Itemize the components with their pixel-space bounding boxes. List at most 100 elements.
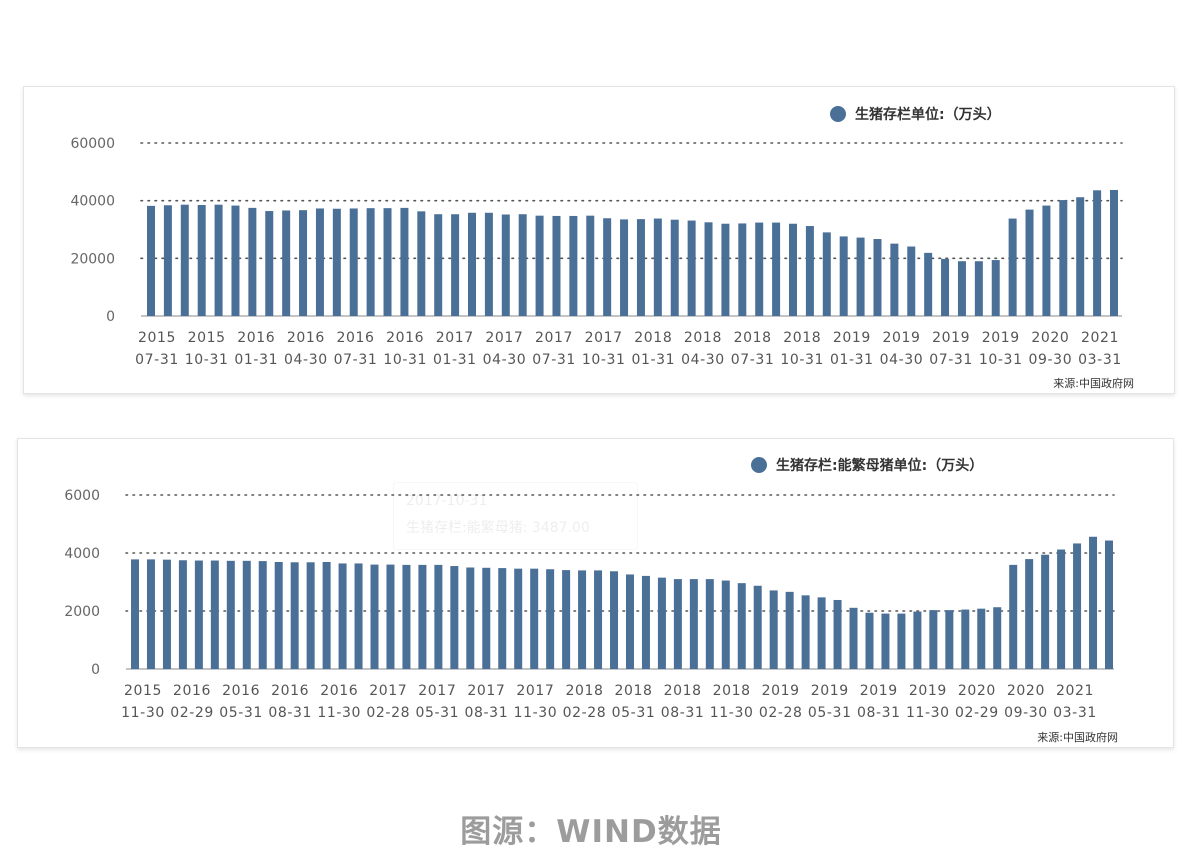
bar — [484, 212, 493, 316]
x-tick-label-date: 08-31 — [857, 705, 901, 721]
legend[interactable]: 生猪存栏:能繁母猪单位:（万头） — [751, 455, 983, 475]
legend-dot-icon — [751, 457, 767, 473]
x-tick-label-date: 03-31 — [1078, 352, 1122, 368]
bar — [322, 561, 331, 669]
bar — [248, 207, 257, 316]
bar — [1042, 205, 1051, 316]
bar — [147, 205, 155, 316]
bar — [738, 223, 747, 316]
bar — [290, 562, 299, 669]
bar — [194, 560, 203, 669]
bar — [636, 219, 645, 316]
bar — [402, 564, 411, 669]
bar — [890, 243, 899, 316]
x-tick-label-date: 04-30 — [284, 352, 328, 368]
bar — [993, 607, 1002, 669]
x-tick-label-year: 2019 — [882, 330, 920, 346]
x-tick-label-date: 07-31 — [334, 352, 378, 368]
x-tick-label-date: 01-31 — [433, 352, 477, 368]
bar — [977, 608, 986, 669]
bar — [282, 210, 291, 316]
bar — [839, 236, 848, 316]
x-tick-label-date: 10-31 — [979, 352, 1023, 368]
bar — [482, 567, 491, 669]
bar — [400, 207, 409, 316]
bar — [354, 563, 363, 669]
x-tick-label-year: 2016 — [337, 330, 375, 346]
bar — [451, 214, 460, 316]
bar — [514, 568, 523, 669]
x-tick-label-year: 2016 — [222, 683, 260, 699]
x-tick-label-year: 2017 — [369, 683, 407, 699]
bar — [1073, 543, 1082, 669]
x-tick-label-date: 04-30 — [681, 352, 725, 368]
bar — [913, 611, 922, 669]
bar — [657, 577, 666, 669]
x-tick-label-date: 04-30 — [483, 352, 527, 368]
x-tick-label-date: 01-31 — [234, 352, 278, 368]
x-tick-label-date: 02-29 — [955, 705, 999, 721]
bar — [162, 559, 171, 669]
legend-label: 生猪存栏:能繁母猪单位:（万头） — [776, 458, 984, 474]
x-tick-label-date: 04-30 — [880, 352, 924, 368]
x-tick-label-year: 2018 — [783, 330, 821, 346]
bar — [231, 205, 240, 316]
x-tick-label-date: 07-31 — [532, 352, 576, 368]
x-tick-label-year: 2018 — [615, 683, 653, 699]
x-tick-label-date: 05-31 — [612, 705, 656, 721]
bar — [146, 559, 155, 669]
bar — [299, 210, 308, 316]
x-tick-label-date: 02-28 — [759, 705, 803, 721]
bar — [704, 222, 713, 316]
bar — [897, 613, 906, 669]
x-tick-label-year: 2021 — [1056, 683, 1094, 699]
bar — [578, 570, 587, 669]
bar — [535, 215, 544, 316]
y-tick-label: 20000 — [70, 251, 115, 267]
x-tick-label-year: 2016 — [237, 330, 275, 346]
x-tick-label-year: 2016 — [173, 683, 211, 699]
bar — [180, 204, 189, 316]
bar — [705, 579, 714, 669]
bar — [789, 223, 797, 316]
x-tick-label-year: 2018 — [565, 683, 603, 699]
bar — [689, 579, 698, 669]
bar — [673, 579, 682, 669]
y-tick-label: 0 — [91, 662, 100, 678]
bar — [772, 222, 781, 316]
bar — [306, 562, 315, 669]
x-tick-label-date: 07-31 — [135, 352, 179, 368]
bar — [1105, 540, 1113, 669]
bar — [530, 568, 539, 669]
bar — [625, 574, 634, 669]
legend[interactable]: 生猪存栏单位:（万头） — [830, 104, 1001, 124]
bar — [594, 570, 603, 669]
x-tick-label-year: 2020 — [1007, 683, 1045, 699]
y-tick-label: 6000 — [64, 488, 100, 504]
bar — [417, 211, 426, 316]
bar — [924, 252, 933, 316]
x-tick-label-date: 01-31 — [631, 352, 675, 368]
chart-panel-hog-inventory: 生猪存栏单位:（万头） 0 20000 40000 60000 2015 07-31 201… — [23, 86, 1175, 394]
bar — [197, 204, 206, 316]
bar — [801, 595, 810, 669]
x-tick-label-year: 2019 — [811, 683, 849, 699]
bar — [865, 612, 874, 669]
bar — [670, 219, 679, 316]
bar — [383, 208, 392, 316]
bar — [518, 214, 527, 316]
x-tick-label-date: 10-31 — [582, 352, 626, 368]
x-tick-label-year: 2015 — [188, 330, 226, 346]
bar — [721, 223, 730, 316]
y-tick-label: 40000 — [70, 194, 115, 210]
x-tick-label-date: 08-31 — [268, 705, 312, 721]
bar — [418, 564, 427, 669]
x-tick-label-date: 05-31 — [808, 705, 852, 721]
bar — [641, 575, 650, 669]
x-tick-label-date: 02-29 — [170, 705, 214, 721]
x-tick-label-year: 2018 — [634, 330, 672, 346]
bar — [1059, 200, 1068, 316]
bar — [546, 569, 555, 669]
bar — [386, 564, 395, 669]
bar — [450, 566, 459, 669]
